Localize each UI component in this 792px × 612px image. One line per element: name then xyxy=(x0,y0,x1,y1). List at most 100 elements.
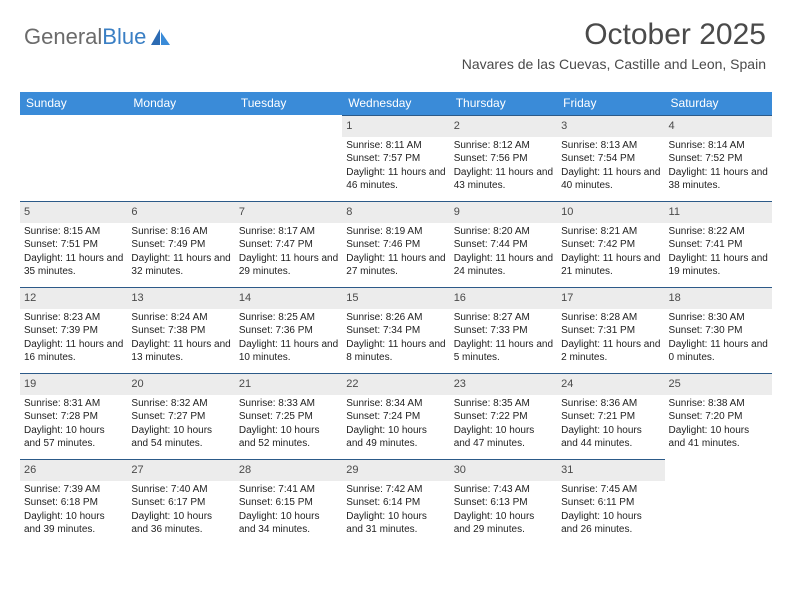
daylight-text: Daylight: 10 hours and 41 minutes. xyxy=(669,424,768,451)
sunrise-text: Sunrise: 8:31 AM xyxy=(24,397,123,411)
sunset-text: Sunset: 7:22 PM xyxy=(454,410,553,424)
day-body: Sunrise: 8:31 AMSunset: 7:28 PMDaylight:… xyxy=(20,395,127,457)
day-cell xyxy=(665,459,772,545)
sunset-text: Sunset: 7:25 PM xyxy=(239,410,338,424)
day-body: Sunrise: 8:11 AMSunset: 7:57 PMDaylight:… xyxy=(342,137,449,199)
day-number: 9 xyxy=(450,201,557,223)
day-cell: 19Sunrise: 8:31 AMSunset: 7:28 PMDayligh… xyxy=(20,373,127,459)
sunset-text: Sunset: 7:54 PM xyxy=(561,152,660,166)
sunset-text: Sunset: 7:56 PM xyxy=(454,152,553,166)
sunset-text: Sunset: 7:34 PM xyxy=(346,324,445,338)
sunset-text: Sunset: 7:30 PM xyxy=(669,324,768,338)
sunset-text: Sunset: 7:46 PM xyxy=(346,238,445,252)
sunset-text: Sunset: 7:41 PM xyxy=(669,238,768,252)
day-number: 2 xyxy=(450,115,557,137)
day-cell: 23Sunrise: 8:35 AMSunset: 7:22 PMDayligh… xyxy=(450,373,557,459)
day-cell: 4Sunrise: 8:14 AMSunset: 7:52 PMDaylight… xyxy=(665,115,772,201)
day-body: Sunrise: 8:34 AMSunset: 7:24 PMDaylight:… xyxy=(342,395,449,457)
daylight-text: Daylight: 11 hours and 5 minutes. xyxy=(454,338,553,365)
day-number: 31 xyxy=(557,459,664,481)
daylight-text: Daylight: 11 hours and 21 minutes. xyxy=(561,252,660,279)
day-cell: 27Sunrise: 7:40 AMSunset: 6:17 PMDayligh… xyxy=(127,459,234,545)
daylight-text: Daylight: 10 hours and 49 minutes. xyxy=(346,424,445,451)
daylight-text: Daylight: 11 hours and 13 minutes. xyxy=(131,338,230,365)
day-number: 19 xyxy=(20,373,127,395)
daylight-text: Daylight: 11 hours and 10 minutes. xyxy=(239,338,338,365)
daylight-text: Daylight: 11 hours and 35 minutes. xyxy=(24,252,123,279)
day-cell: 13Sunrise: 8:24 AMSunset: 7:38 PMDayligh… xyxy=(127,287,234,373)
day-body: Sunrise: 8:30 AMSunset: 7:30 PMDaylight:… xyxy=(665,309,772,371)
day-cell: 17Sunrise: 8:28 AMSunset: 7:31 PMDayligh… xyxy=(557,287,664,373)
weeks-container: 1Sunrise: 8:11 AMSunset: 7:57 PMDaylight… xyxy=(20,115,772,545)
day-number: 15 xyxy=(342,287,449,309)
week-row: 5Sunrise: 8:15 AMSunset: 7:51 PMDaylight… xyxy=(20,201,772,287)
daylight-text: Daylight: 11 hours and 16 minutes. xyxy=(24,338,123,365)
dow-cell: Saturday xyxy=(665,92,772,115)
sunset-text: Sunset: 6:17 PM xyxy=(131,496,230,510)
sunrise-text: Sunrise: 8:28 AM xyxy=(561,311,660,325)
sunrise-text: Sunrise: 8:27 AM xyxy=(454,311,553,325)
day-body: Sunrise: 8:20 AMSunset: 7:44 PMDaylight:… xyxy=(450,223,557,285)
daylight-text: Daylight: 10 hours and 36 minutes. xyxy=(131,510,230,537)
day-number: 5 xyxy=(20,201,127,223)
day-number: 30 xyxy=(450,459,557,481)
day-body: Sunrise: 8:25 AMSunset: 7:36 PMDaylight:… xyxy=(235,309,342,371)
sunset-text: Sunset: 7:33 PM xyxy=(454,324,553,338)
day-cell xyxy=(127,115,234,201)
day-number: 3 xyxy=(557,115,664,137)
sunset-text: Sunset: 6:11 PM xyxy=(561,496,660,510)
day-cell: 8Sunrise: 8:19 AMSunset: 7:46 PMDaylight… xyxy=(342,201,449,287)
day-cell: 25Sunrise: 8:38 AMSunset: 7:20 PMDayligh… xyxy=(665,373,772,459)
day-number: 6 xyxy=(127,201,234,223)
day-cell: 28Sunrise: 7:41 AMSunset: 6:15 PMDayligh… xyxy=(235,459,342,545)
day-number: 21 xyxy=(235,373,342,395)
day-of-week-header: SundayMondayTuesdayWednesdayThursdayFrid… xyxy=(20,92,772,115)
day-cell: 21Sunrise: 8:33 AMSunset: 7:25 PMDayligh… xyxy=(235,373,342,459)
day-body xyxy=(235,136,342,144)
day-cell xyxy=(235,115,342,201)
sunrise-text: Sunrise: 8:26 AM xyxy=(346,311,445,325)
sunrise-text: Sunrise: 8:35 AM xyxy=(454,397,553,411)
day-body: Sunrise: 8:12 AMSunset: 7:56 PMDaylight:… xyxy=(450,137,557,199)
sunrise-text: Sunrise: 8:17 AM xyxy=(239,225,338,239)
daylight-text: Daylight: 11 hours and 46 minutes. xyxy=(346,166,445,193)
sunset-text: Sunset: 7:36 PM xyxy=(239,324,338,338)
sunrise-text: Sunrise: 7:43 AM xyxy=(454,483,553,497)
sunset-text: Sunset: 7:39 PM xyxy=(24,324,123,338)
day-number: 25 xyxy=(665,373,772,395)
day-number: 17 xyxy=(557,287,664,309)
sunrise-text: Sunrise: 8:15 AM xyxy=(24,225,123,239)
sunrise-text: Sunrise: 8:11 AM xyxy=(346,139,445,153)
sunset-text: Sunset: 7:42 PM xyxy=(561,238,660,252)
daylight-text: Daylight: 10 hours and 52 minutes. xyxy=(239,424,338,451)
daylight-text: Daylight: 10 hours and 29 minutes. xyxy=(454,510,553,537)
daylight-text: Daylight: 10 hours and 34 minutes. xyxy=(239,510,338,537)
day-number: 1 xyxy=(342,115,449,137)
day-number: 28 xyxy=(235,459,342,481)
day-body: Sunrise: 7:43 AMSunset: 6:13 PMDaylight:… xyxy=(450,481,557,543)
sunset-text: Sunset: 7:20 PM xyxy=(669,410,768,424)
sunset-text: Sunset: 6:15 PM xyxy=(239,496,338,510)
daylight-text: Daylight: 10 hours and 39 minutes. xyxy=(24,510,123,537)
dow-cell: Thursday xyxy=(450,92,557,115)
day-cell: 15Sunrise: 8:26 AMSunset: 7:34 PMDayligh… xyxy=(342,287,449,373)
day-cell xyxy=(20,115,127,201)
sunrise-text: Sunrise: 8:32 AM xyxy=(131,397,230,411)
sunrise-text: Sunrise: 8:19 AM xyxy=(346,225,445,239)
sunset-text: Sunset: 7:21 PM xyxy=(561,410,660,424)
calendar-grid: SundayMondayTuesdayWednesdayThursdayFrid… xyxy=(20,92,772,545)
sunrise-text: Sunrise: 7:45 AM xyxy=(561,483,660,497)
day-number: 22 xyxy=(342,373,449,395)
day-cell: 24Sunrise: 8:36 AMSunset: 7:21 PMDayligh… xyxy=(557,373,664,459)
day-cell: 2Sunrise: 8:12 AMSunset: 7:56 PMDaylight… xyxy=(450,115,557,201)
sunrise-text: Sunrise: 8:25 AM xyxy=(239,311,338,325)
day-number: 8 xyxy=(342,201,449,223)
day-body: Sunrise: 8:21 AMSunset: 7:42 PMDaylight:… xyxy=(557,223,664,285)
daylight-text: Daylight: 10 hours and 57 minutes. xyxy=(24,424,123,451)
day-body: Sunrise: 8:22 AMSunset: 7:41 PMDaylight:… xyxy=(665,223,772,285)
day-body: Sunrise: 7:40 AMSunset: 6:17 PMDaylight:… xyxy=(127,481,234,543)
day-body: Sunrise: 8:28 AMSunset: 7:31 PMDaylight:… xyxy=(557,309,664,371)
day-cell: 12Sunrise: 8:23 AMSunset: 7:39 PMDayligh… xyxy=(20,287,127,373)
sunset-text: Sunset: 7:44 PM xyxy=(454,238,553,252)
dow-cell: Monday xyxy=(127,92,234,115)
